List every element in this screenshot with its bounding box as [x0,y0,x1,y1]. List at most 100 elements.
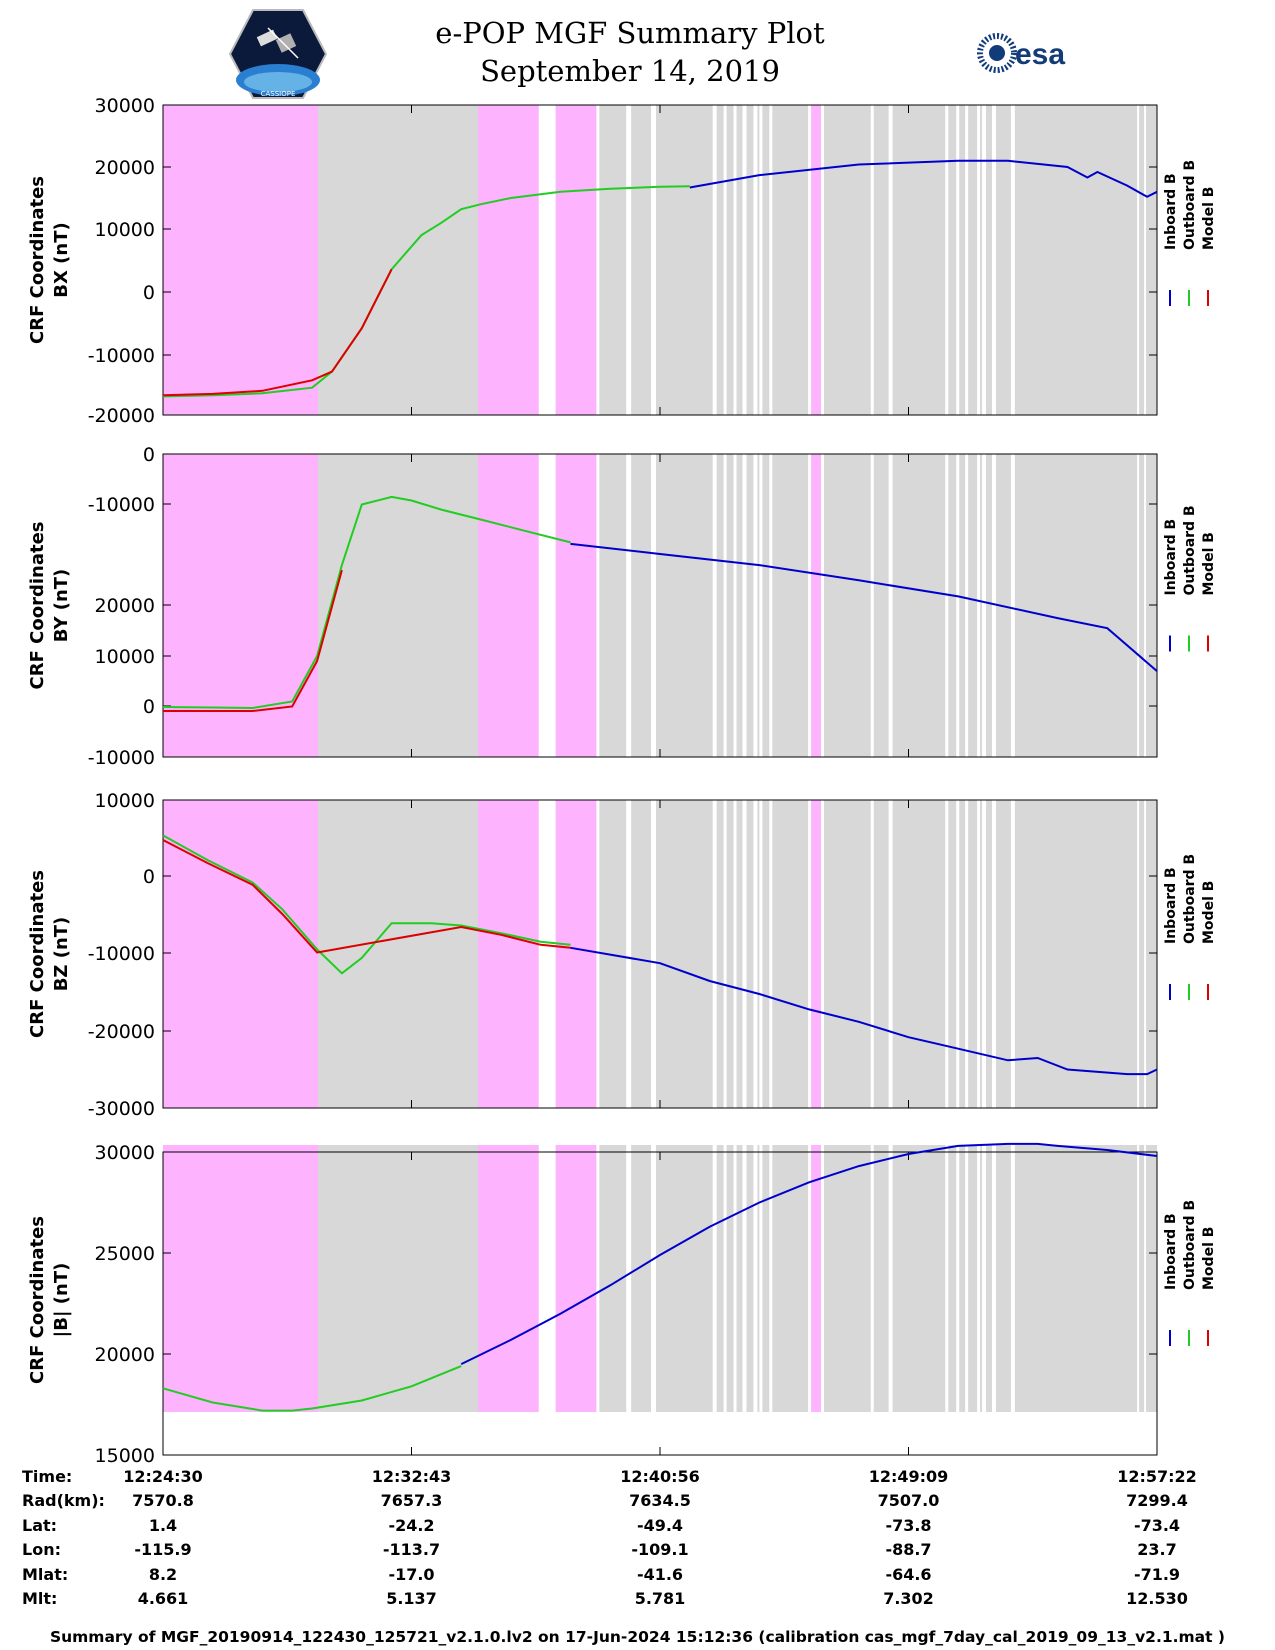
esa-logo-text: esa [1015,38,1065,71]
panel-background [163,1145,1157,1412]
data-gap-band [977,800,981,1108]
data-gap-band [870,1145,874,1412]
legend-label: Inboard B [1163,1213,1179,1290]
orbit-info-rad-value: 7570.8 [132,1491,194,1510]
data-gap-band [1144,800,1147,1108]
data-gap-band [769,1145,773,1412]
data-gap-band [1137,1145,1140,1412]
data-gap-band [626,800,632,1108]
pink-band [478,105,539,415]
data-gap-band [1144,454,1147,757]
orbit-info-time-value: 12:57:22 [1117,1467,1197,1486]
y-axis-label-line2: |B| (nT) [51,1263,72,1338]
series-line-model [162,268,393,397]
pink-band [811,454,822,757]
pink-band [163,105,319,415]
data-gap-band [821,1145,825,1412]
data-gap-band [808,454,812,757]
data-gap-band [991,1145,996,1412]
data-gap-band [965,1145,969,1412]
data-gap-band [991,454,996,757]
data-gap-band [808,1145,812,1412]
data-gap-band [945,105,949,415]
orbit-info-lat-value: -73.8 [885,1516,931,1535]
orbit-info-lon-value: -115.9 [134,1540,191,1559]
orbit-info-lon-value: -109.1 [631,1540,688,1559]
data-gap-band [769,800,773,1108]
data-gap-band [712,1145,717,1412]
legend-label: Inboard B [1163,173,1179,250]
data-gap-band [965,105,969,415]
y-axis-label: CRF Coordinates |B| (nT) [27,1216,72,1384]
data-gap-band [1137,454,1140,757]
orbit-info-time-value: 12:24:30 [123,1467,203,1486]
data-gap-band [712,105,717,415]
data-gap-band [538,1145,556,1412]
pink-band [163,800,319,1108]
data-gap-band [733,800,737,1108]
footer-summary: Summary of MGF_20190914_122430_125721_v2… [49,1628,1226,1646]
y-tick-label: 0 [143,282,155,304]
y-tick-label: 10000 [95,790,155,812]
series-line-inboard [570,946,1158,1076]
orbit-info-lon-value: 23.7 [1137,1540,1176,1559]
legend-label: Outboard B [1182,505,1198,595]
orbit-info-mlt-value: 5.137 [386,1589,437,1608]
data-gap-band [759,105,763,415]
y-tick-label: 20000 [95,595,155,617]
orbit-info-lat-value: -73.4 [1134,1516,1180,1535]
data-gap-band [733,1145,737,1412]
data-gap-band [888,454,893,757]
data-gap-band [1137,105,1140,415]
orbit-info-row-label: Mlat: [22,1565,68,1584]
plot-date: September 14, 2019 [480,54,780,88]
orbit-info-lat-value: -49.4 [637,1516,683,1535]
series-line-outboard [162,834,571,975]
data-gap-band [596,105,600,415]
data-gap-band [821,454,825,757]
data-gap-band [712,454,717,757]
data-gap-band [596,454,600,757]
y-axis-label-line1: CRF Coordinates [27,176,48,344]
data-gap-band [808,800,812,1108]
y-tick-label: 10000 [95,219,155,241]
data-gap-band [1144,105,1147,415]
data-gap-band [1137,800,1140,1108]
orbit-info-rad-value: 7299.4 [1126,1491,1188,1510]
y-axis-label: CRF Coordinates BX (nT) [27,176,72,344]
data-gap-band [982,1145,987,1412]
legend-label: Inboard B [1163,519,1179,596]
cassiope-logo: CASSIOPE [228,9,328,99]
pink-band [163,1145,319,1412]
legend-label: Outboard B [1182,854,1198,944]
legend-label: Model B [1201,881,1217,944]
y-axis-label-line2: BX (nT) [51,222,72,297]
orbit-info-rad-value: 7657.3 [381,1491,443,1510]
data-gap-band [596,1145,600,1412]
data-gap-band [1010,105,1015,415]
series-line-outboard [162,1365,462,1412]
legend-label: Model B [1201,532,1217,595]
y-tick-label: -20000 [88,405,155,427]
panel-1: 30000 20000 10000 0 -10000 -20000 CRF Coordina… [27,95,1217,427]
orbit-info-time-value: 12:49:09 [869,1467,949,1486]
orbit-info-mlat-value: -41.6 [637,1565,683,1584]
data-gap-band [753,105,758,415]
data-gap-band [991,105,996,415]
y-tick-label: -10000 [88,345,155,367]
plot-title: e-POP MGF Summary Plot [435,16,825,50]
y-axis-label-line2: BY (nT) [51,569,72,643]
data-gap-band [733,105,737,415]
orbit-info-rad-value: 7634.5 [629,1491,691,1510]
data-gap-band [821,800,825,1108]
data-gap-band [888,800,893,1108]
data-gap-band [982,454,987,757]
orbit-info-mlat-value: 8.2 [149,1565,177,1584]
data-gap-band [742,1145,747,1412]
data-gap-band [753,454,758,757]
y-tick-label: 0 [143,866,155,888]
y-tick-label: 20000 [95,157,155,179]
data-gap-band [626,454,632,757]
data-gap-band [808,105,812,415]
